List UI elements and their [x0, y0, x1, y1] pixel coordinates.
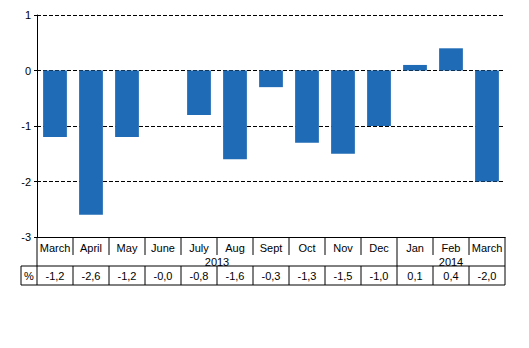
svg-text:-1,3: -1,3	[298, 270, 317, 282]
svg-text:June: June	[151, 242, 175, 254]
svg-text:-1,6: -1,6	[226, 270, 245, 282]
svg-text:Sept: Sept	[260, 242, 283, 254]
svg-text:July: July	[189, 242, 209, 254]
svg-text:-1: -1	[21, 120, 31, 132]
svg-text:1: 1	[25, 9, 31, 21]
svg-text:%: %	[24, 270, 34, 282]
svg-text:-2,0: -2,0	[478, 270, 497, 282]
svg-text:-2: -2	[21, 176, 31, 188]
svg-text:-1,0: -1,0	[370, 270, 389, 282]
svg-text:-0,8: -0,8	[190, 270, 209, 282]
svg-text:April: April	[80, 242, 102, 254]
svg-text:-0,3: -0,3	[262, 270, 281, 282]
svg-text:0: 0	[25, 65, 31, 77]
svg-text:March: March	[40, 242, 71, 254]
svg-text:May: May	[117, 242, 138, 254]
svg-text:March: March	[472, 242, 503, 254]
svg-text:-3: -3	[21, 231, 31, 243]
svg-text:Oct: Oct	[298, 242, 315, 254]
svg-text:Nov: Nov	[333, 242, 353, 254]
svg-text:Feb: Feb	[442, 242, 461, 254]
svg-text:0,1: 0,1	[407, 270, 422, 282]
svg-text:-0,0: -0,0	[154, 270, 173, 282]
svg-text:-1,2: -1,2	[118, 270, 137, 282]
svg-text:2014: 2014	[439, 256, 463, 268]
svg-text:Jan: Jan	[406, 242, 424, 254]
svg-text:0,4: 0,4	[443, 270, 458, 282]
svg-text:Dec: Dec	[369, 242, 389, 254]
svg-text:Aug: Aug	[225, 242, 245, 254]
svg-text:-1,5: -1,5	[334, 270, 353, 282]
svg-text:-1,2: -1,2	[46, 270, 65, 282]
svg-text:-2,6: -2,6	[82, 270, 101, 282]
svg-text:2013: 2013	[205, 256, 229, 268]
